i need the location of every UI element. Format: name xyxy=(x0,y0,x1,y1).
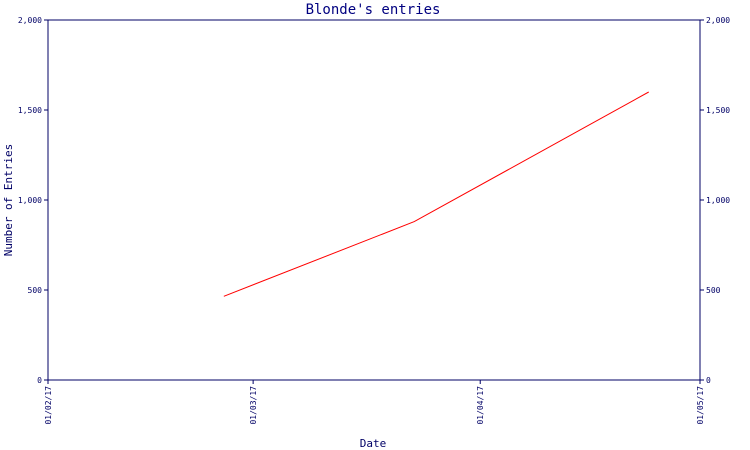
y-tick-label-left: 500 xyxy=(28,286,43,295)
y-tick-label-right: 2,000 xyxy=(706,16,730,25)
chart-title: Blonde's entries xyxy=(306,2,441,18)
x-tick-label: 01/03/17 xyxy=(249,386,258,425)
y-tick-label-left: 0 xyxy=(37,376,42,385)
y-tick-label-right: 1,500 xyxy=(706,106,730,115)
y-tick-label-left: 1,500 xyxy=(18,106,42,115)
x-tick-label: 01/04/17 xyxy=(476,386,485,425)
y-tick-label-left: 1,000 xyxy=(18,196,42,205)
y-tick-label-right: 0 xyxy=(706,376,711,385)
y-tick-label-right: 500 xyxy=(706,286,721,295)
x-axis-label: Date xyxy=(360,437,387,450)
series-line xyxy=(223,91,649,297)
y-tick-label-right: 1,000 xyxy=(706,196,730,205)
x-tick-label: 01/05/17 xyxy=(696,386,705,425)
x-tick-label: 01/02/17 xyxy=(44,386,53,425)
y-axis-label: Number of Entries xyxy=(2,144,15,257)
series-group xyxy=(223,91,649,297)
x-axis: 01/02/17 01/03/17 01/04/17 01/05/17 xyxy=(44,380,705,425)
y-tick-label-left: 2,000 xyxy=(18,16,42,25)
y-axis-right: 0 500 1,000 1,500 2,000 xyxy=(700,16,730,385)
y-axis-left: 0 500 1,000 1,500 2,000 xyxy=(18,16,48,385)
plot-area xyxy=(47,19,701,381)
